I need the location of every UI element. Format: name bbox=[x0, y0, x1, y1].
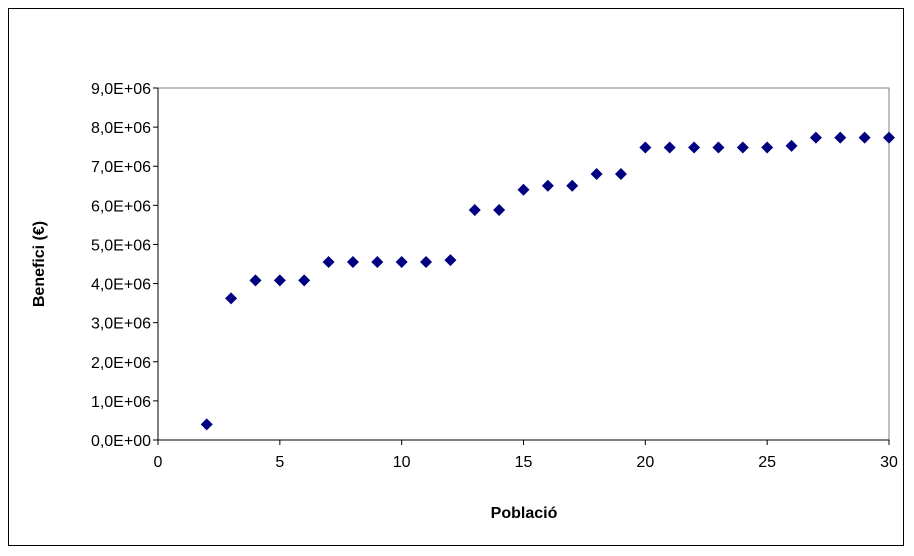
data-point bbox=[883, 131, 895, 144]
data-point bbox=[298, 274, 311, 287]
data-point bbox=[688, 141, 701, 154]
data-point bbox=[371, 256, 384, 269]
data-point bbox=[468, 204, 481, 217]
data-point bbox=[736, 141, 749, 154]
x-tick-label: 5 bbox=[275, 454, 284, 471]
data-point bbox=[444, 254, 457, 267]
x-tick-label: 20 bbox=[636, 454, 654, 471]
x-tick-label: 15 bbox=[515, 454, 533, 471]
data-point bbox=[322, 256, 335, 269]
y-tick-label: 0,0E+00 bbox=[91, 433, 151, 450]
y-tick-label: 9,0E+06 bbox=[91, 81, 151, 98]
y-tick-label: 8,0E+06 bbox=[91, 120, 151, 137]
x-axis-title: Població bbox=[491, 505, 558, 522]
data-point bbox=[225, 292, 238, 305]
x-tick-label: 10 bbox=[393, 454, 411, 471]
chart-frame bbox=[8, 8, 904, 546]
data-point bbox=[566, 179, 579, 192]
data-point bbox=[858, 131, 871, 144]
y-tick-label: 4,0E+06 bbox=[91, 277, 151, 294]
data-point bbox=[712, 141, 725, 154]
data-point bbox=[785, 139, 798, 152]
y-tick-label: 7,0E+06 bbox=[91, 159, 151, 176]
data-point bbox=[614, 168, 627, 181]
data-point bbox=[834, 131, 847, 144]
data-point bbox=[420, 256, 433, 269]
y-tick-label: 2,0E+06 bbox=[91, 355, 151, 372]
x-tick-label: 0 bbox=[154, 454, 163, 471]
axes bbox=[153, 87, 890, 445]
plot-area bbox=[157, 87, 890, 441]
data-point bbox=[590, 168, 603, 181]
y-tick-label: 3,0E+06 bbox=[91, 316, 151, 333]
data-point bbox=[541, 179, 554, 192]
x-tick-label: 25 bbox=[758, 454, 776, 471]
data-point bbox=[663, 141, 676, 154]
y-tick-label: 1,0E+06 bbox=[91, 394, 151, 411]
data-point bbox=[346, 256, 359, 269]
data-point bbox=[200, 418, 213, 431]
data-point bbox=[493, 204, 506, 217]
data-point bbox=[395, 256, 408, 269]
data-point bbox=[517, 183, 530, 196]
y-tick-label: 6,0E+06 bbox=[91, 198, 151, 215]
data-points bbox=[200, 131, 895, 431]
data-point bbox=[809, 131, 822, 144]
data-point bbox=[273, 274, 286, 287]
x-tick-labels: 0 5 10 15 20 25 30 bbox=[154, 454, 898, 471]
x-tick-label: 30 bbox=[880, 454, 898, 471]
data-point bbox=[761, 141, 774, 154]
data-point bbox=[249, 274, 262, 287]
data-point bbox=[639, 141, 652, 154]
y-axis-title: Benefici (€) bbox=[31, 221, 48, 307]
y-tick-label: 5,0E+06 bbox=[91, 237, 151, 254]
y-tick-labels: 0,0E+00 1,0E+06 2,0E+06 3,0E+06 4,0E+06 5,0E+… bbox=[91, 81, 151, 450]
